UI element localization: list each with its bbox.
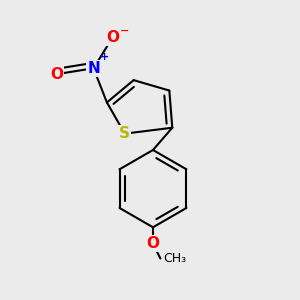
Text: S: S — [119, 126, 130, 141]
Text: O: O — [50, 67, 63, 82]
Text: +: + — [100, 52, 110, 62]
Text: −: − — [120, 26, 129, 35]
Text: O: O — [146, 236, 160, 251]
Text: N: N — [87, 61, 100, 76]
Text: CH₃: CH₃ — [163, 252, 186, 265]
Text: O: O — [106, 30, 119, 45]
